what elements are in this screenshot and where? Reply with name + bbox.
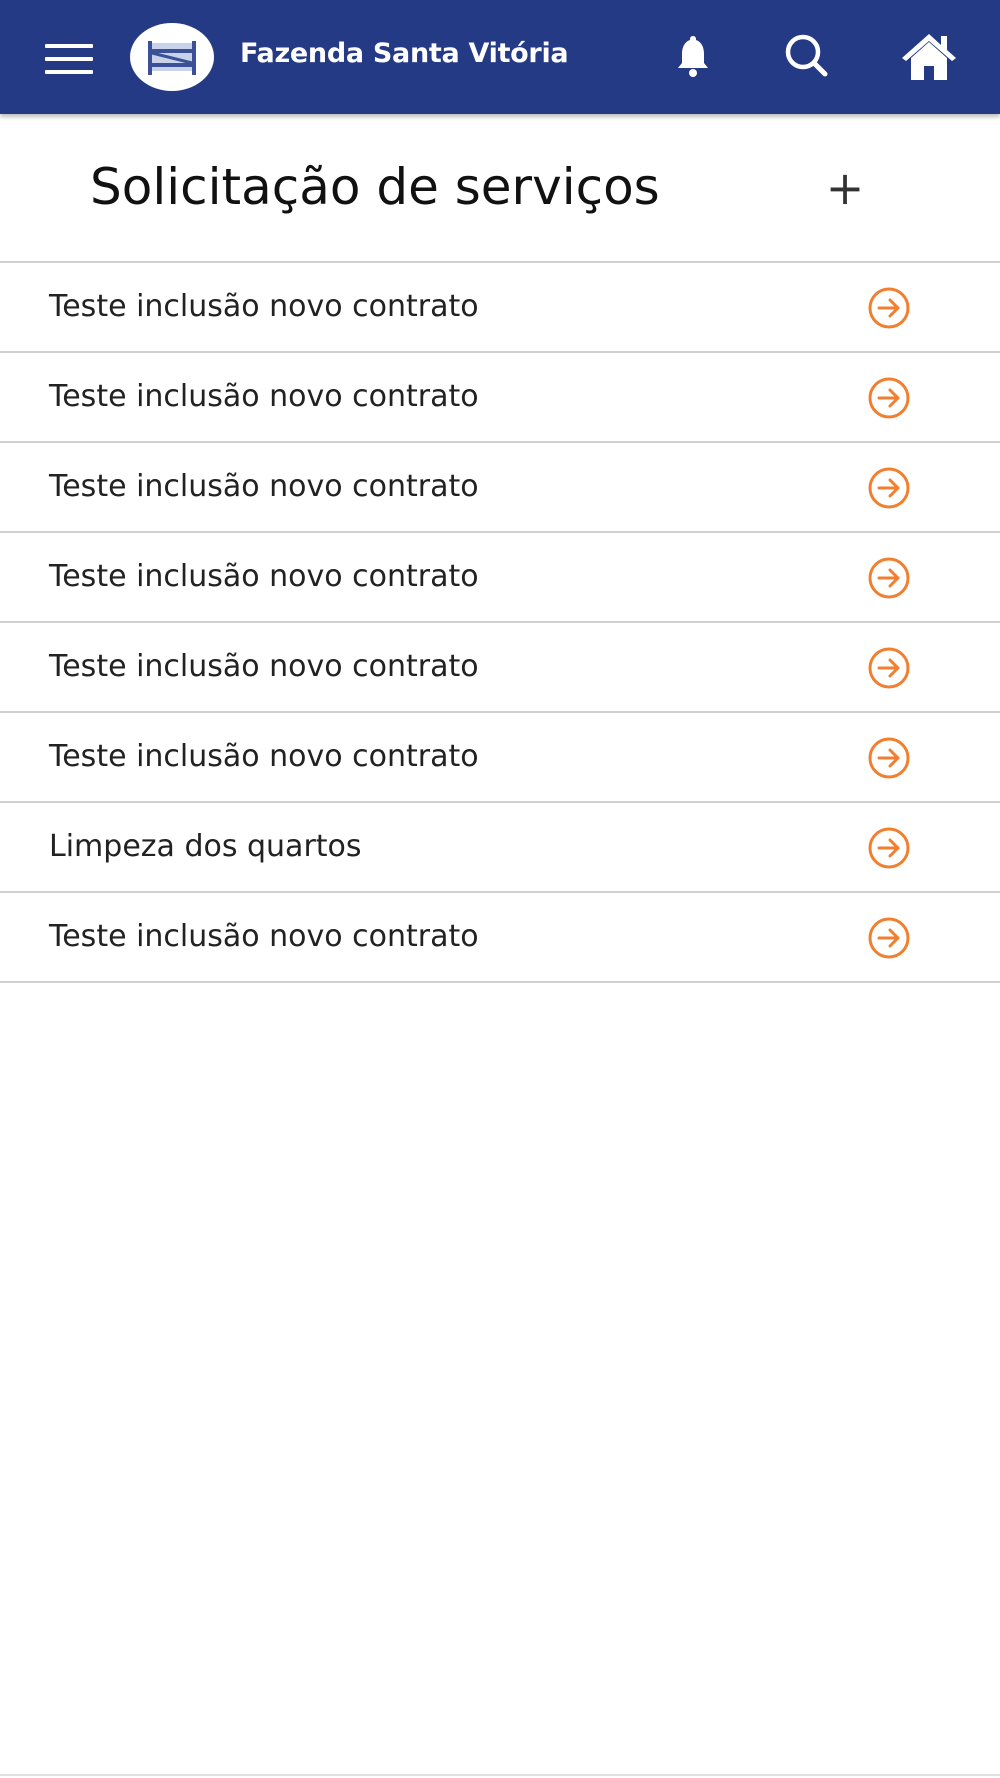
app-logo	[130, 23, 214, 91]
list-item[interactable]: Teste inclusão novo contrato	[0, 713, 1000, 803]
page-title: Solicitação de serviços	[90, 158, 660, 216]
app-header: Fazenda Santa Vitória	[0, 0, 1000, 114]
list-item[interactable]: Teste inclusão novo contrato	[0, 443, 1000, 533]
bell-icon	[678, 36, 708, 77]
arrow-right-circle-icon[interactable]	[866, 825, 912, 871]
search-icon	[785, 34, 828, 77]
list-item-label: Limpeza dos quartos	[49, 829, 362, 864]
list-item[interactable]: Limpeza dos quartos	[0, 803, 1000, 893]
search-button[interactable]	[778, 28, 834, 84]
list-item-label: Teste inclusão novo contrato	[49, 469, 479, 504]
arrow-right-circle-icon[interactable]	[866, 375, 912, 421]
list-item-label: Teste inclusão novo contrato	[49, 559, 479, 594]
list-item-label: Teste inclusão novo contrato	[49, 379, 479, 414]
home-icon	[902, 34, 956, 80]
add-button[interactable]: +	[825, 161, 865, 215]
list-item-label: Teste inclusão novo contrato	[49, 919, 479, 954]
list-item[interactable]: Teste inclusão novo contrato	[0, 623, 1000, 713]
list-item-label: Teste inclusão novo contrato	[49, 649, 479, 684]
arrow-right-circle-icon[interactable]	[866, 645, 912, 691]
list-item[interactable]: Teste inclusão novo contrato	[0, 353, 1000, 443]
menu-button[interactable]	[45, 44, 93, 74]
list-item[interactable]: Teste inclusão novo contrato	[0, 533, 1000, 623]
arrow-right-circle-icon[interactable]	[866, 285, 912, 331]
list-item-label: Teste inclusão novo contrato	[49, 739, 479, 774]
home-button[interactable]	[898, 28, 960, 84]
arrow-right-circle-icon[interactable]	[866, 735, 912, 781]
list-item-label: Teste inclusão novo contrato	[49, 289, 479, 324]
app-title: Fazenda Santa Vitória	[240, 38, 569, 69]
list-item[interactable]: Teste inclusão novo contrato	[0, 263, 1000, 353]
service-request-list: Teste inclusão novo contrato Teste inclu…	[0, 261, 1000, 983]
notifications-button[interactable]	[665, 28, 721, 84]
divider	[0, 1774, 1000, 1776]
arrow-right-circle-icon[interactable]	[866, 555, 912, 601]
arrow-right-circle-icon[interactable]	[866, 465, 912, 511]
arrow-right-circle-icon[interactable]	[866, 915, 912, 961]
list-item[interactable]: Teste inclusão novo contrato	[0, 893, 1000, 983]
